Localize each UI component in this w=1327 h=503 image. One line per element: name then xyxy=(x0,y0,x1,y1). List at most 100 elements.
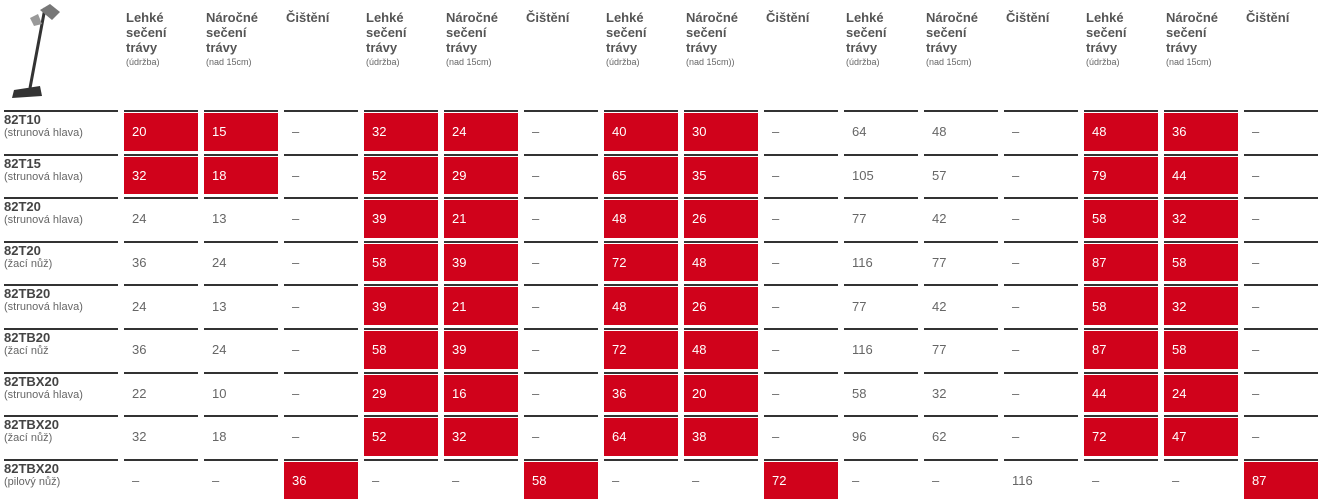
cell: 13 xyxy=(204,287,278,325)
cell: 52 xyxy=(364,418,438,456)
cell: 72 xyxy=(604,331,678,369)
cell: 58 xyxy=(1084,287,1158,325)
cell-separator xyxy=(1004,372,1078,374)
cell: – xyxy=(524,331,598,369)
row-sub: (strunová hlava) xyxy=(4,214,118,227)
cell: – xyxy=(284,331,358,369)
cell: – xyxy=(1004,244,1078,282)
cell: 38 xyxy=(684,418,758,456)
cell-separator xyxy=(524,241,598,243)
cell-separator xyxy=(204,459,278,461)
cell-separator xyxy=(1084,284,1158,286)
cell-separator xyxy=(924,154,998,156)
cell: – xyxy=(524,375,598,413)
cell: 13 xyxy=(204,200,278,238)
cell-separator xyxy=(1244,284,1318,286)
column-note: (nad 15cm)) xyxy=(686,57,760,67)
cell-separator xyxy=(764,154,838,156)
cell-separator xyxy=(1004,459,1078,461)
row-separator xyxy=(4,241,118,243)
cell-separator xyxy=(444,328,518,330)
cell-separator xyxy=(204,110,278,112)
cell: – xyxy=(1004,418,1078,456)
cell-separator xyxy=(1244,459,1318,461)
cell-separator xyxy=(524,154,598,156)
cell-separator xyxy=(844,328,918,330)
cell-separator xyxy=(924,241,998,243)
cell-separator xyxy=(604,197,678,199)
row-name: 82T20 xyxy=(4,244,118,258)
cell-separator xyxy=(844,284,918,286)
row-label: 82T20(žací nůž) xyxy=(4,244,118,271)
cell: 58 xyxy=(844,375,918,413)
cell: 20 xyxy=(684,375,758,413)
cell: 39 xyxy=(364,200,438,238)
cell: 18 xyxy=(204,418,278,456)
cell: 77 xyxy=(844,200,918,238)
cell: 116 xyxy=(1004,462,1078,500)
column-header: Náročné sečení trávy(nad 15cm) xyxy=(206,10,280,67)
cell-separator xyxy=(364,415,438,417)
cell-separator xyxy=(444,241,518,243)
column-title: Lehké sečení trávy xyxy=(366,10,426,55)
cell: 58 xyxy=(524,462,598,500)
cell-separator xyxy=(1164,328,1238,330)
cell: – xyxy=(1244,331,1318,369)
column-note: (nad 15cm) xyxy=(1166,57,1240,67)
cell-separator xyxy=(764,415,838,417)
column-note: (údržba) xyxy=(366,57,440,67)
cell: 16 xyxy=(444,375,518,413)
cell-separator xyxy=(684,110,758,112)
row-sub: (strunová hlava) xyxy=(4,301,118,314)
cell-separator xyxy=(604,415,678,417)
column-header: Lehké sečení trávy(údržba) xyxy=(606,10,680,67)
cell: 21 xyxy=(444,200,518,238)
cell: – xyxy=(1244,287,1318,325)
cell: 48 xyxy=(1084,113,1158,151)
cell: – xyxy=(764,287,838,325)
cell: 58 xyxy=(364,331,438,369)
cell-separator xyxy=(684,241,758,243)
cell: – xyxy=(924,462,998,500)
cell: 40 xyxy=(604,113,678,151)
cell-separator xyxy=(1164,284,1238,286)
cell-separator xyxy=(364,241,438,243)
column-note: (nad 15cm) xyxy=(926,57,1000,67)
cell: 48 xyxy=(604,200,678,238)
cell-separator xyxy=(844,154,918,156)
cell-separator xyxy=(1084,241,1158,243)
cell: – xyxy=(284,157,358,195)
row-separator xyxy=(4,284,118,286)
cell: 52 xyxy=(364,157,438,195)
column-title: Čištění xyxy=(286,10,346,25)
cell-separator xyxy=(844,197,918,199)
cell: – xyxy=(764,244,838,282)
cell: 105 xyxy=(844,157,918,195)
cell-separator xyxy=(124,459,198,461)
cell-separator xyxy=(204,328,278,330)
cell: – xyxy=(1244,113,1318,151)
cell-separator xyxy=(684,154,758,156)
cell: 39 xyxy=(364,287,438,325)
cell: – xyxy=(284,287,358,325)
cell: 77 xyxy=(844,287,918,325)
cell-separator xyxy=(1164,459,1238,461)
cell-separator xyxy=(1244,328,1318,330)
cell-separator xyxy=(844,241,918,243)
trimmer-icon xyxy=(0,0,120,104)
cell-separator xyxy=(844,415,918,417)
cell-separator xyxy=(604,110,678,112)
cell-separator xyxy=(284,241,358,243)
cell-separator xyxy=(204,241,278,243)
cell-separator xyxy=(524,284,598,286)
cell-separator xyxy=(1084,415,1158,417)
cell-separator xyxy=(1004,241,1078,243)
cell-separator xyxy=(444,110,518,112)
cell: – xyxy=(1004,331,1078,369)
column-header: Náročné sečení trávy(nad 15cm) xyxy=(926,10,1000,67)
cell: – xyxy=(364,462,438,500)
cell: – xyxy=(1244,244,1318,282)
cell-separator xyxy=(1164,241,1238,243)
cell: – xyxy=(1244,200,1318,238)
cell-separator xyxy=(604,284,678,286)
